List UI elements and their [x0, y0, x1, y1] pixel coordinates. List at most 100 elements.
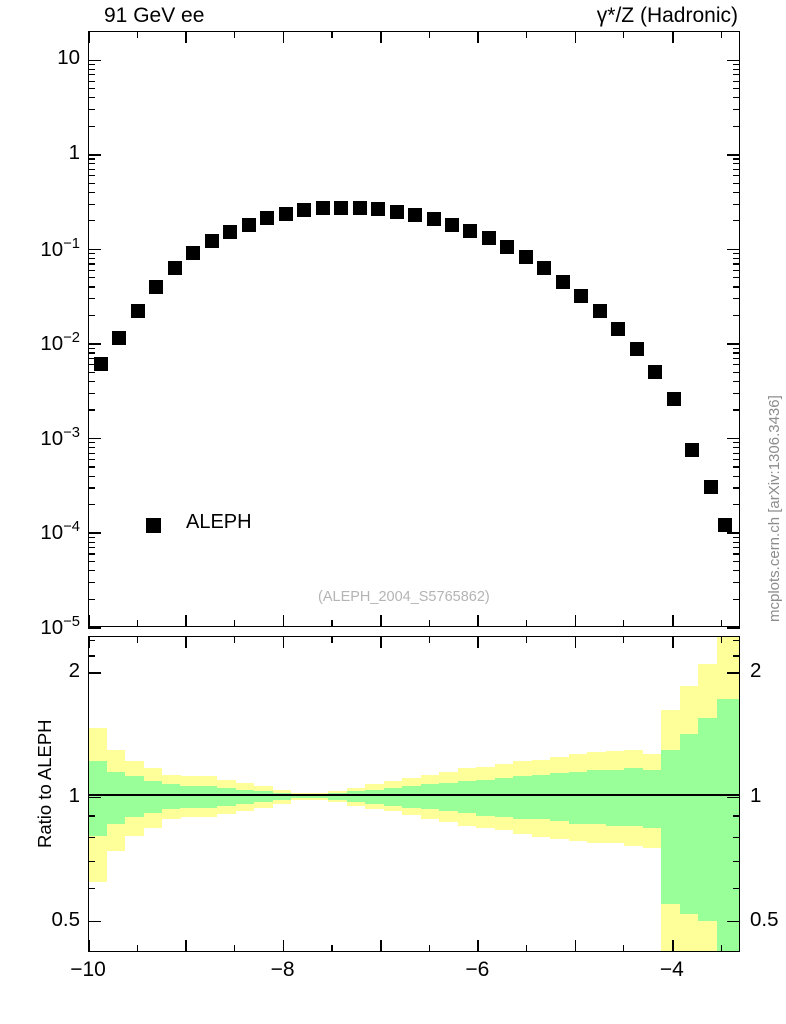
- ratio-band-inner: [88, 760, 107, 837]
- ratio-reference-line: [89, 794, 739, 796]
- data-point-marker: [315, 200, 330, 215]
- y-tick-major-left: [88, 392, 95, 394]
- y-tick-major-right: [733, 452, 740, 454]
- y-tick-major-right: [733, 581, 740, 584]
- y-tick-major-left: [88, 59, 101, 62]
- ratio-x-tick-top: [623, 636, 625, 643]
- y-tick-major-left: [88, 253, 95, 255]
- y-tick-major-left: [88, 182, 95, 184]
- data-point-marker: [278, 206, 293, 221]
- y-tick-major-right: [733, 298, 740, 300]
- x-tick-bottom: [623, 620, 625, 627]
- data-point-marker: [297, 203, 311, 218]
- ratio-x-tick-bottom: [88, 940, 90, 952]
- y-tick-major-left: [88, 487, 95, 489]
- ratio-x-tick-bottom: [623, 945, 625, 952]
- y-tick-major-left: [88, 125, 95, 127]
- x-tick-bottom: [379, 615, 382, 627]
- ratio-y-tick-left: [88, 655, 95, 657]
- y-tick-major-left: [88, 541, 95, 543]
- y-tick-major-right: [733, 257, 740, 260]
- main-y-tick-label: 10−5: [40, 614, 80, 639]
- ratio-band-inner: [642, 770, 662, 828]
- x-tick-top: [477, 31, 479, 43]
- ratio-y-tick-left: [88, 672, 101, 675]
- ratio-band-inner: [309, 794, 329, 799]
- data-point-marker: [389, 204, 404, 219]
- data-point-marker: [352, 200, 367, 215]
- y-tick-major-left: [88, 263, 95, 265]
- x-tick-bottom: [574, 615, 577, 627]
- data-point-marker: [463, 223, 478, 238]
- main-y-tick-label: 10−1: [40, 235, 80, 261]
- ratio-band-inner: [716, 699, 740, 951]
- main-y-tick-label: 10: [57, 46, 80, 70]
- x-tick-bottom: [282, 615, 285, 627]
- y-tick-major-right: [733, 541, 740, 543]
- plot-title-left: 91 GeV ee: [104, 4, 205, 27]
- x-tick-top: [234, 31, 236, 38]
- y-tick-major-left: [88, 87, 95, 90]
- ratio-y-tick-right: [727, 672, 740, 675]
- x-tick-bottom: [234, 620, 236, 627]
- ratio-y-tick-right: [733, 860, 740, 862]
- y-tick-major-left: [88, 269, 95, 271]
- y-tick-major-right: [733, 392, 740, 394]
- y-tick-major-left: [88, 357, 95, 360]
- ratio-band-inner: [698, 718, 717, 921]
- ratio-band-inner: [365, 789, 384, 804]
- y-tick-major-left: [88, 442, 95, 444]
- y-tick-major-right: [733, 560, 740, 563]
- ratio-y-tick-left: [88, 920, 101, 923]
- ratio-band-inner: [420, 784, 440, 810]
- y-tick-major-right: [733, 182, 740, 184]
- data-point-marker: [426, 212, 441, 227]
- analysis-id-label: (ALEPH_2004_S5765862): [318, 589, 490, 605]
- ratio-band-inner: [106, 771, 125, 824]
- y-tick-major-left: [88, 570, 95, 572]
- ratio-band-inner: [531, 774, 551, 820]
- ratio-y-tick-label-left: 2: [68, 659, 80, 683]
- y-tick-major-left: [88, 31, 95, 33]
- ratio-band-inner: [198, 786, 218, 808]
- y-tick-major-right: [733, 269, 740, 271]
- x-tick-top: [623, 31, 625, 38]
- legend-label-aleph: ALEPH: [186, 511, 252, 533]
- ratio-y-tick-label-left: 1: [68, 783, 80, 807]
- x-tick-top: [574, 31, 577, 43]
- main-plot-frame: [88, 31, 740, 627]
- y-tick-major-right: [733, 503, 740, 506]
- y-tick-major-left: [88, 343, 101, 345]
- ratio-x-tick-bottom: [234, 945, 236, 952]
- ratio-band-inner: [125, 776, 144, 818]
- y-tick-major-left: [88, 347, 95, 349]
- x-tick-top: [720, 31, 722, 38]
- ratio-plot-frame: [88, 636, 740, 952]
- ratio-band-inner: [513, 776, 532, 820]
- y-tick-major-right: [733, 314, 740, 317]
- y-tick-major-right: [733, 220, 740, 222]
- y-tick-major-left: [88, 627, 101, 629]
- y-tick-major-left: [88, 371, 95, 373]
- mcplots-watermark: mcplots.cern.ch [arXiv:1306.3436]: [766, 395, 783, 622]
- y-tick-major-right: [733, 380, 740, 383]
- x-tick-bottom: [88, 615, 90, 627]
- ratio-band-inner: [143, 781, 162, 814]
- y-tick-major-left: [88, 257, 95, 260]
- y-tick-major-left: [88, 547, 95, 549]
- legend-marker-aleph: [146, 518, 161, 533]
- ratio-band-inner: [346, 791, 366, 803]
- main-y-tick-label: 1: [68, 141, 80, 165]
- y-tick-major-right: [733, 203, 740, 205]
- ratio-axis-title: Ratio to ALEPH: [34, 719, 55, 848]
- ratio-band-inner: [217, 787, 236, 806]
- y-tick-major-left: [88, 352, 95, 354]
- ratio-x-tick-top: [234, 636, 236, 643]
- ratio-x-tick-bottom: [331, 945, 333, 952]
- y-tick-major-left: [88, 364, 95, 366]
- y-tick-major-right: [733, 87, 740, 90]
- ratio-x-tick-top: [379, 636, 382, 648]
- ratio-band-inner: [254, 791, 273, 803]
- ratio-x-tick-top: [428, 636, 430, 643]
- ratio-y-tick-left: [88, 815, 95, 817]
